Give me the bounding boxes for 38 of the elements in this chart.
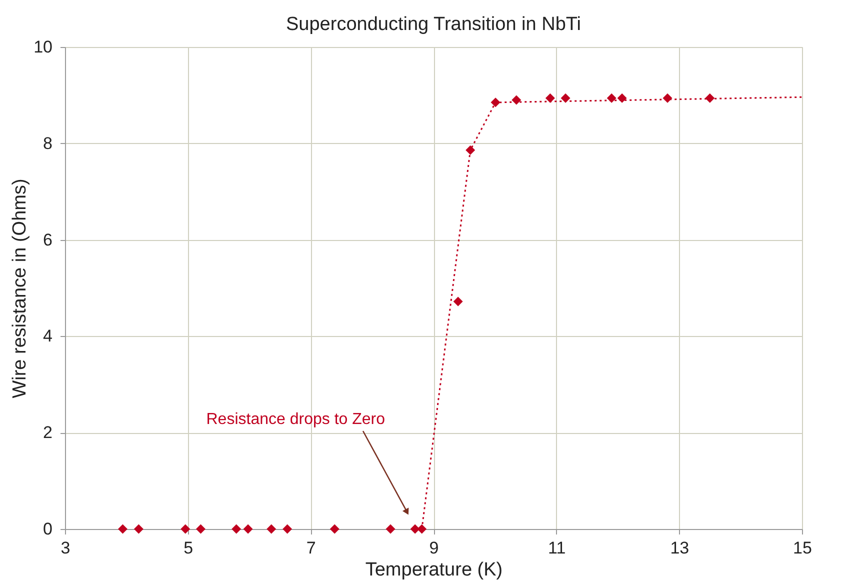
point (705, 93, 715, 103)
point (330, 524, 340, 534)
point (232, 524, 242, 534)
point (466, 145, 476, 155)
point (282, 524, 292, 534)
point (453, 296, 463, 306)
point (617, 93, 627, 103)
point (266, 524, 276, 534)
x-tick-label: 15 (793, 538, 812, 558)
point (417, 524, 427, 534)
annotation: Resistance drops to Zero (206, 411, 386, 428)
point (512, 95, 522, 105)
point (243, 524, 253, 534)
x-tick-label: 5 (184, 538, 194, 558)
point (134, 524, 144, 534)
point (606, 93, 616, 103)
point (180, 524, 190, 534)
point (545, 93, 555, 103)
x-tick-label: 3 (60, 538, 70, 558)
y-tick-label: 0 (43, 520, 52, 538)
y-tick-label: 2 (43, 423, 52, 442)
point (560, 93, 570, 103)
point (410, 524, 420, 534)
y-tick-label: 8 (43, 134, 52, 153)
x-tick-label: 11 (548, 538, 566, 558)
x-tick-label: 7 (306, 538, 316, 558)
y-tick-label: 6 (43, 230, 52, 250)
y-axis-title: Wire resistance in (Ohms) (10, 178, 31, 398)
x-tick-label: 9 (429, 538, 439, 558)
x-tick-label: 13 (670, 538, 690, 558)
chart-title: Superconducting Transition in NbTi (286, 14, 582, 35)
point (196, 524, 206, 534)
point (386, 524, 396, 534)
y-tick-label: 4 (43, 326, 52, 346)
x-axis-title: Temperature (K) (365, 560, 503, 580)
point (490, 98, 500, 108)
point (118, 524, 128, 534)
y-tick-label: 10 (34, 38, 52, 56)
